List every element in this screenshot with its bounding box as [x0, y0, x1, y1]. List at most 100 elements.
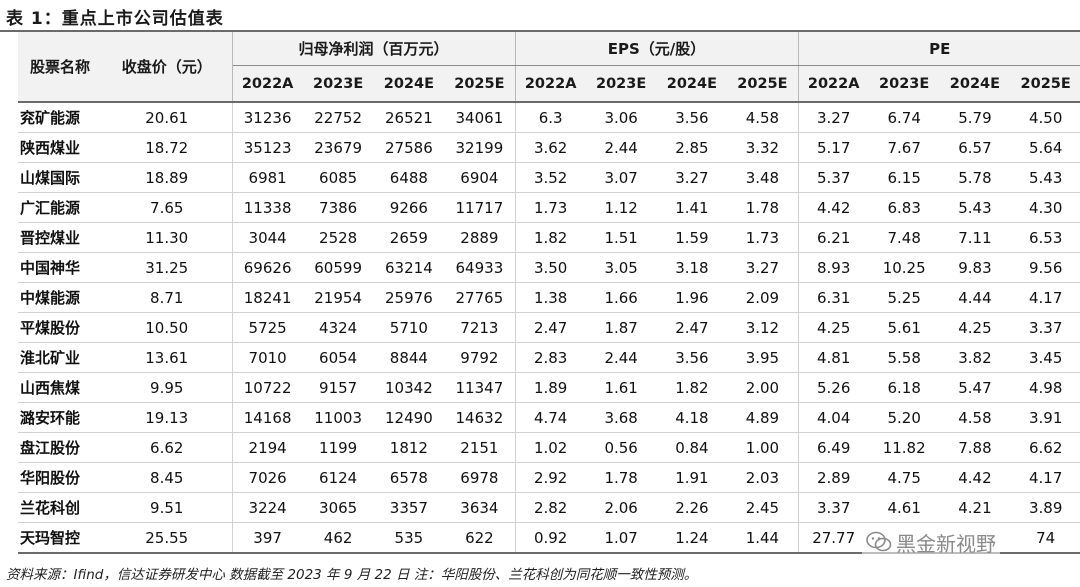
value-cell: 1.87: [585, 312, 657, 343]
value-cell: 1.73: [727, 222, 799, 253]
stock-name-cell: 陕西煤业: [18, 132, 102, 163]
value-cell: 63214: [373, 252, 445, 283]
value-cell: 4.25: [798, 312, 869, 343]
value-cell: 1.78: [727, 192, 799, 223]
value-cell: 1.89: [515, 372, 586, 403]
value-cell: 3.05: [585, 252, 657, 283]
value-cell: 4.58: [939, 402, 1011, 433]
value-cell: 4.30: [1010, 192, 1080, 223]
value-cell: 3044: [232, 222, 303, 253]
value-cell: 1.02: [515, 432, 586, 463]
close-price-cell: 25.55: [102, 522, 233, 554]
value-cell: 2151: [444, 432, 516, 463]
value-cell: 32199: [444, 132, 516, 163]
value-cell: 3.95: [727, 342, 799, 373]
value-cell: 6.3: [515, 101, 586, 133]
header-year: 2022A: [515, 65, 586, 102]
value-cell: 4.89: [727, 402, 799, 433]
title-divider: [0, 30, 1080, 32]
value-cell: 2659: [373, 222, 445, 253]
value-cell: 8.93: [798, 252, 869, 283]
header-year: 2023E: [302, 65, 374, 102]
value-cell: 2.89: [798, 462, 869, 493]
close-price-cell: 19.13: [102, 402, 233, 433]
value-cell: 3.82: [939, 342, 1011, 373]
value-cell: 5.78: [939, 162, 1011, 193]
value-cell: 11717: [444, 192, 516, 223]
table-row: 山西焦煤 9.95 10722 9157 10342 11347 1.89 1.61 1.82 2…: [18, 372, 1080, 403]
value-cell: 1.38: [515, 282, 586, 313]
value-cell: 1.61: [585, 372, 657, 403]
value-cell: 9.56: [1010, 252, 1080, 283]
value-cell: 6981: [232, 162, 303, 193]
value-cell: 6.21: [798, 222, 869, 253]
value-cell: 0.56: [585, 432, 657, 463]
value-cell: 3.56: [656, 101, 728, 133]
close-price-cell: 8.71: [102, 282, 233, 313]
value-cell: 2.44: [585, 342, 657, 373]
close-price-cell: 10.50: [102, 312, 233, 343]
stock-name-cell: 兰花科创: [18, 492, 102, 523]
value-cell: 6085: [302, 162, 374, 193]
value-cell: 3.37: [798, 492, 869, 523]
value-cell: 7.11: [939, 222, 1011, 253]
value-cell: 3.27: [727, 252, 799, 283]
value-cell: 2.44: [585, 132, 657, 163]
stock-name-cell: 华阳股份: [18, 462, 102, 493]
value-cell: 11003: [302, 402, 374, 433]
wechat-icon: [866, 531, 892, 552]
header-year: 2024E: [656, 65, 728, 102]
value-cell: 31236: [232, 101, 303, 133]
close-price-cell: 7.65: [102, 192, 233, 223]
value-cell: 462: [302, 522, 374, 554]
value-cell: 7.67: [868, 132, 940, 163]
close-price-cell: 31.25: [102, 252, 233, 283]
value-cell: 5.43: [1010, 162, 1080, 193]
value-cell: 5710: [373, 312, 445, 343]
value-cell: 18241: [232, 282, 303, 313]
value-cell: 0.84: [656, 432, 728, 463]
value-cell: 4.25: [939, 312, 1011, 343]
stock-name-cell: 兖矿能源: [18, 101, 102, 133]
valuation-table: 股票名称 收盘价（元） 归母净利润（百万元） EPS（元/股） PE 2022A…: [18, 32, 1080, 554]
value-cell: 8844: [373, 342, 445, 373]
stock-name-cell: 天玛智控: [18, 522, 102, 554]
value-cell: 2.09: [727, 282, 799, 313]
value-cell: 3224: [232, 492, 303, 523]
value-cell: 4.44: [939, 282, 1011, 313]
value-cell: 3.12: [727, 312, 799, 343]
value-cell: 6.57: [939, 132, 1011, 163]
value-cell: 10722: [232, 372, 303, 403]
value-cell: 9266: [373, 192, 445, 223]
header-year: 2023E: [585, 65, 657, 102]
value-cell: 5.47: [939, 372, 1011, 403]
table-row: 潞安环能 19.13 14168 11003 12490 14632 4.74 3.68 4.1…: [18, 402, 1080, 433]
header-stock-name: 股票名称: [18, 32, 102, 102]
value-cell: 27586: [373, 132, 445, 163]
value-cell: 2528: [302, 222, 374, 253]
value-cell: 4.74: [515, 402, 586, 433]
header-year: 2023E: [868, 65, 940, 102]
value-cell: 4.42: [939, 462, 1011, 493]
value-cell: 3357: [373, 492, 445, 523]
value-cell: 3.68: [585, 402, 657, 433]
stock-name-cell: 中国神华: [18, 252, 102, 283]
table-row: 兰花科创 9.51 3224 3065 3357 3634 2.82 2.06 2.26 2.45…: [18, 492, 1080, 523]
value-cell: 25976: [373, 282, 445, 313]
header-close-price: 收盘价（元）: [102, 32, 233, 102]
header-group-eps: EPS（元/股）: [515, 32, 799, 66]
value-cell: 3.32: [727, 132, 799, 163]
value-cell: 2.26: [656, 492, 728, 523]
value-cell: 4.04: [798, 402, 869, 433]
header-year: 2022A: [232, 65, 303, 102]
value-cell: 21954: [302, 282, 374, 313]
value-cell: 6.74: [868, 101, 940, 133]
value-cell: 6.49: [798, 432, 869, 463]
stock-name-cell: 广汇能源: [18, 192, 102, 223]
value-cell: 34061: [444, 101, 516, 133]
value-cell: 22752: [302, 101, 374, 133]
value-cell: 4.21: [939, 492, 1011, 523]
table-row: 晋控煤业 11.30 3044 2528 2659 2889 1.82 1.51 1.59 1.7…: [18, 222, 1080, 253]
value-cell: 6.83: [868, 192, 940, 223]
value-cell: 35123: [232, 132, 303, 163]
